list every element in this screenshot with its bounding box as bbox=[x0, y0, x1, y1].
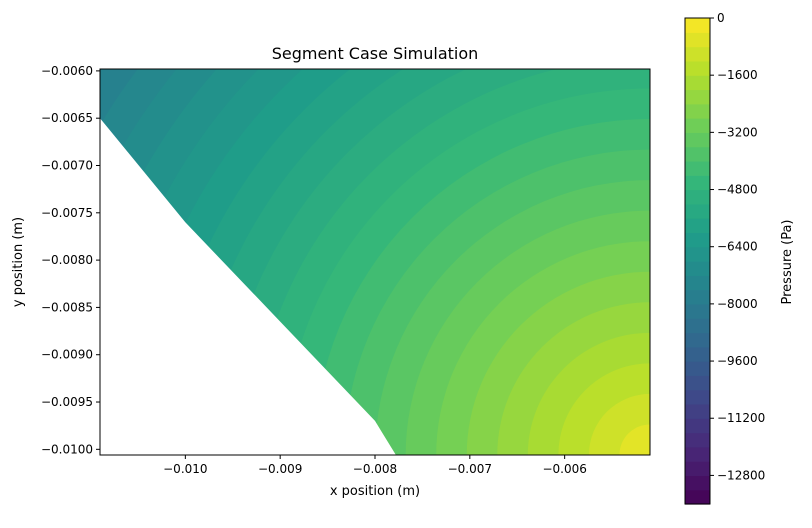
colorbar-segment bbox=[685, 60, 710, 76]
colorbar-segment bbox=[685, 403, 710, 419]
x-axis-label: x position (m) bbox=[330, 484, 420, 499]
x-tick-label: −0.009 bbox=[258, 462, 302, 476]
colorbar-segment bbox=[685, 332, 710, 348]
colorbar-segment bbox=[685, 275, 710, 291]
y-tick-label: −0.0080 bbox=[41, 253, 93, 267]
colorbar-segment bbox=[685, 361, 710, 376]
colorbar-segment bbox=[685, 189, 710, 205]
colorbar-tick-label: −1600 bbox=[717, 68, 758, 82]
colorbar-segment bbox=[685, 203, 710, 219]
colorbar-axis: 0 −1600 −3200 −4800 −6400 −8000 −9600 −11200 −12… bbox=[710, 11, 765, 482]
y-tick-label: −0.0060 bbox=[41, 64, 93, 78]
y-tick-label: −0.0095 bbox=[41, 395, 93, 409]
y-tick-label: −0.0070 bbox=[41, 159, 93, 173]
colorbar-segment bbox=[685, 218, 710, 234]
colorbar-segment bbox=[685, 446, 710, 462]
colorbar-label: Pressure (Pa) bbox=[780, 219, 795, 304]
colorbar-segment bbox=[685, 132, 710, 148]
chart-title: Segment Case Simulation bbox=[272, 44, 479, 63]
colorbar-segment bbox=[685, 289, 710, 305]
colorbar-tick-label: −8000 bbox=[717, 297, 758, 311]
colorbar-tick-label: −12800 bbox=[717, 468, 765, 482]
colorbar-segment bbox=[685, 346, 710, 362]
x-tick-label: −0.008 bbox=[353, 462, 397, 476]
colorbar-segment bbox=[685, 389, 710, 405]
colorbar-frame bbox=[684, 17, 711, 505]
colorbar-segment bbox=[685, 303, 710, 319]
y-tick-label: −0.0090 bbox=[41, 348, 93, 362]
y-tick-label: −0.0100 bbox=[41, 442, 93, 456]
colorbar-segment bbox=[685, 75, 710, 91]
colorbar-segment bbox=[685, 246, 710, 262]
y-axis: −0.0060 −0.0065 −0.0070 −0.0075 −0.0080 −0.00… bbox=[41, 64, 100, 456]
y-tick-label: −0.0075 bbox=[41, 206, 93, 220]
colorbar-tick-label: −3200 bbox=[717, 125, 758, 139]
colorbar-tick-label: −6400 bbox=[717, 240, 758, 254]
colorbar-segment bbox=[685, 32, 710, 48]
colorbar-segment bbox=[685, 318, 710, 334]
colorbar-segment bbox=[685, 461, 710, 477]
colorbar-segment bbox=[685, 489, 710, 505]
x-tick-label: −0.010 bbox=[163, 462, 207, 476]
y-tick-label: −0.0085 bbox=[41, 300, 93, 314]
colorbar-segment bbox=[685, 232, 710, 248]
colorbar-segment bbox=[685, 46, 710, 62]
x-tick-label: −0.007 bbox=[448, 462, 492, 476]
x-tick-label: −0.006 bbox=[542, 462, 586, 476]
colorbar-tick-label: −4800 bbox=[717, 183, 758, 197]
colorbar-segment bbox=[685, 89, 710, 105]
colorbar-tick-label: 0 bbox=[717, 11, 725, 25]
colorbar-segment bbox=[685, 118, 710, 133]
x-axis: −0.010 −0.009 −0.008 −0.007 −0.006 bbox=[163, 455, 587, 476]
y-tick-label: −0.0065 bbox=[41, 111, 93, 125]
colorbar-tick-label: −11200 bbox=[717, 411, 765, 425]
contour-band bbox=[619, 424, 650, 455]
colorbar-segment bbox=[685, 475, 710, 491]
colorbar-segment bbox=[685, 261, 710, 276]
colorbar-segment bbox=[685, 432, 710, 448]
colorbar-segment bbox=[685, 103, 710, 119]
empty-region bbox=[100, 118, 396, 455]
colorbar-segment bbox=[685, 18, 710, 33]
colorbar-segment bbox=[685, 418, 710, 434]
colorbar-tick-label: −9600 bbox=[717, 354, 758, 368]
colorbar bbox=[685, 18, 710, 505]
colorbar-segment bbox=[685, 160, 710, 176]
y-axis-label: y position (m) bbox=[11, 217, 26, 307]
colorbar-segment bbox=[685, 146, 710, 162]
colorbar-segment bbox=[685, 175, 710, 191]
colorbar-segment bbox=[685, 375, 710, 391]
